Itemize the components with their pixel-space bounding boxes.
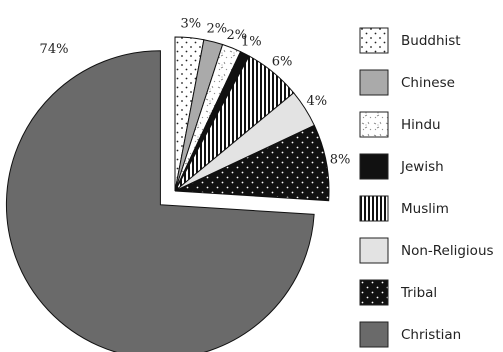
value-label-chinese: 2% [206, 21, 227, 36]
legend-swatch-muslim [359, 195, 389, 222]
legend-swatch-chinese [359, 69, 389, 96]
legend-label-buddhist: Buddhist [401, 33, 461, 49]
legend-label-christian: Christian [401, 327, 461, 343]
legend-label-hindu: Hindu [401, 117, 441, 133]
legend-label-jewish: Jewish [400, 159, 444, 175]
slice-christian [5, 50, 315, 352]
legend: Buddhist Chinese Hindu Jewish Muslim Non-Reli… [359, 27, 494, 348]
value-label-christian: 74% [40, 42, 69, 57]
legend-swatch-hindu [359, 111, 389, 138]
value-label-non-religious: 4% [307, 94, 328, 109]
legend-label-chinese: Chinese [401, 75, 455, 91]
legend-swatch-buddhist [359, 27, 389, 54]
legend-label-muslim: Muslim [401, 201, 449, 217]
legend-swatch-jewish [359, 153, 389, 180]
value-label-jewish: 1% [241, 34, 262, 49]
slice-tribal [174, 124, 330, 202]
value-label-buddhist: 3% [180, 17, 201, 32]
legend-swatch-tribal [359, 279, 389, 306]
legend-label-non-religious: Non-Religious [401, 243, 494, 259]
value-label-hindu: 2% [227, 28, 248, 43]
legend-swatch-non-religious [359, 237, 389, 264]
legend-swatch-christian [359, 321, 389, 348]
pie-value-labels: 3% 2% 2%1%6%4%8%74% [40, 17, 351, 168]
pie-slices [5, 36, 330, 352]
value-label-muslim: 6% [272, 55, 293, 70]
legend-label-tribal: Tribal [400, 285, 437, 301]
value-label-tribal: 8% [330, 153, 351, 168]
